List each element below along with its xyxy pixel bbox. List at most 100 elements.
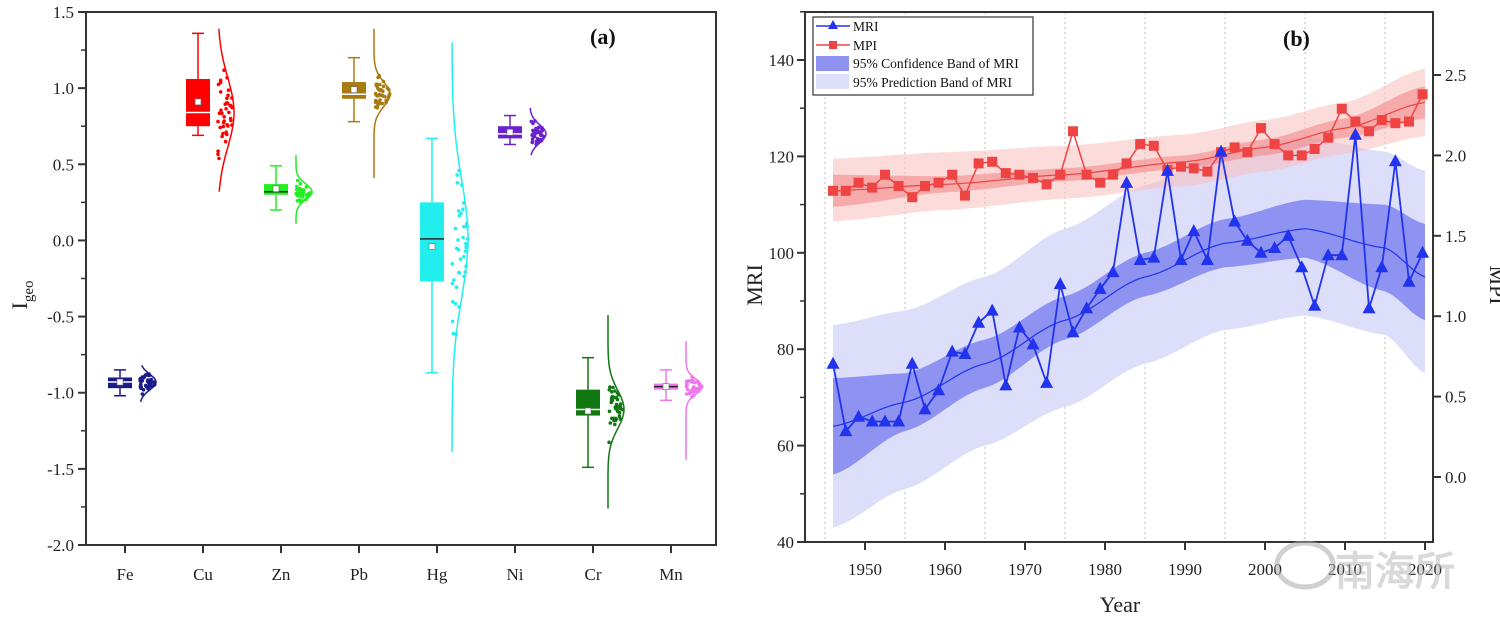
mri-point bbox=[1200, 253, 1214, 265]
mri-point bbox=[1080, 301, 1094, 314]
x-tick-label-cr: Cr bbox=[585, 565, 602, 584]
data-point bbox=[617, 410, 622, 415]
x-tick-label-fe: Fe bbox=[117, 565, 134, 584]
data-point bbox=[617, 414, 622, 419]
x-tick-label-pb: Pb bbox=[350, 565, 368, 584]
panel-b-label: (b) bbox=[1283, 26, 1310, 51]
y-right-tick-label: 2.0 bbox=[1445, 146, 1466, 165]
mpi-point bbox=[867, 182, 878, 193]
data-point bbox=[380, 101, 384, 106]
data-point bbox=[225, 76, 229, 80]
mri-point bbox=[1228, 214, 1242, 227]
data-point bbox=[611, 385, 615, 390]
legend-confidence-label: 95% Confidence Band of MRI bbox=[853, 56, 1019, 71]
mri-point bbox=[1147, 250, 1161, 263]
data-point bbox=[140, 392, 145, 396]
mpi-point bbox=[1055, 169, 1066, 180]
data-point bbox=[529, 119, 534, 124]
data-point bbox=[609, 400, 614, 405]
data-point bbox=[607, 440, 611, 445]
data-point bbox=[693, 387, 697, 392]
mpi-point bbox=[1121, 158, 1132, 169]
y-tick-label: 100 bbox=[769, 244, 795, 263]
data-point bbox=[228, 116, 233, 121]
density-curve bbox=[685, 340, 703, 460]
panel-a-y-axis-title: Igeo bbox=[7, 281, 37, 310]
box bbox=[420, 202, 444, 282]
data-point bbox=[451, 331, 456, 336]
mri-point bbox=[1040, 375, 1054, 388]
legend-item-mpi: MPI bbox=[816, 38, 878, 53]
panel-a-label: (a) bbox=[590, 24, 616, 49]
mpi-point bbox=[1376, 115, 1387, 125]
data-point bbox=[223, 139, 228, 144]
data-point bbox=[463, 270, 468, 274]
data-point bbox=[146, 378, 151, 383]
box-group-pb bbox=[342, 28, 392, 178]
y-tick-label: -1.5 bbox=[47, 460, 74, 479]
data-point bbox=[299, 194, 304, 198]
data-point bbox=[618, 417, 623, 421]
data-point bbox=[613, 389, 617, 393]
mpi-confidence-band bbox=[833, 86, 1425, 207]
mri-point bbox=[1281, 228, 1295, 241]
data-point bbox=[684, 392, 689, 396]
data-point bbox=[456, 209, 461, 213]
mri-point bbox=[1106, 265, 1120, 278]
legend-mri-triangle-icon bbox=[828, 20, 838, 29]
mpi-point bbox=[1068, 126, 1078, 137]
mpi-point bbox=[973, 158, 984, 169]
data-point bbox=[619, 407, 623, 411]
mpi-point bbox=[1176, 161, 1186, 172]
data-point bbox=[534, 142, 538, 147]
y-tick-label: -0.5 bbox=[47, 308, 74, 327]
data-point bbox=[613, 395, 617, 400]
mpi-point bbox=[1188, 163, 1199, 174]
mri-point bbox=[1402, 274, 1416, 287]
data-point bbox=[541, 134, 546, 139]
data-point bbox=[687, 391, 692, 396]
data-point bbox=[535, 136, 540, 141]
data-point bbox=[298, 181, 303, 186]
data-point bbox=[462, 224, 466, 229]
data-point bbox=[450, 319, 455, 324]
mpi-point bbox=[1202, 166, 1213, 177]
data-point bbox=[457, 305, 461, 309]
y-tick-label: 1.5 bbox=[53, 3, 74, 22]
legend-mri-label: MRI bbox=[853, 19, 879, 34]
y-axis-title-subscript: geo bbox=[21, 281, 37, 303]
y-tick-label: 40 bbox=[777, 533, 794, 552]
mri-point bbox=[1321, 248, 1335, 261]
panel-b-x-axis-title: Year bbox=[1100, 592, 1141, 617]
data-point bbox=[152, 380, 156, 384]
mri-point bbox=[1093, 281, 1107, 294]
mri-point bbox=[1268, 241, 1282, 253]
data-point bbox=[226, 93, 230, 98]
data-point bbox=[608, 385, 612, 389]
data-point bbox=[457, 168, 461, 173]
data-point bbox=[690, 375, 694, 379]
data-point bbox=[305, 192, 310, 197]
mri-point bbox=[865, 414, 879, 427]
mri-point bbox=[945, 344, 959, 357]
data-point bbox=[139, 385, 143, 390]
mean-marker bbox=[506, 129, 514, 136]
box-group-cu bbox=[186, 28, 235, 192]
data-point bbox=[697, 388, 701, 393]
data-point bbox=[373, 100, 378, 104]
mri-point bbox=[1375, 260, 1389, 273]
mri-point bbox=[892, 414, 906, 427]
data-point bbox=[460, 183, 464, 187]
data-point bbox=[141, 388, 146, 392]
x-tick-label: 1980 bbox=[1088, 560, 1122, 579]
mean-marker bbox=[662, 383, 670, 390]
panel-b-frame bbox=[804, 11, 1434, 543]
panel-b-legend: MRI MPI 95% Confidence Band of MRI 95% P… bbox=[812, 16, 1034, 96]
panel-a: -2.0 -1.5 -1.0 -0.5 0.0 0.5 1.0 1.5 Fe Cu Zn Pb Hg N… bbox=[7, 3, 717, 584]
mri-point bbox=[1012, 320, 1026, 333]
panel-b-y-axis-title-left: MRI bbox=[742, 264, 767, 306]
data-point bbox=[387, 92, 392, 96]
box-group-fe bbox=[108, 364, 157, 403]
data-point bbox=[534, 131, 538, 135]
